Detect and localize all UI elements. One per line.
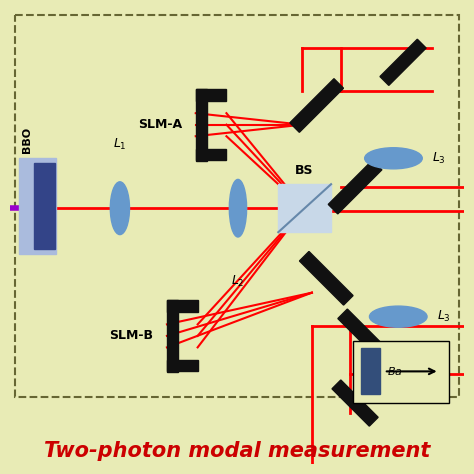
Ellipse shape — [110, 182, 129, 235]
Polygon shape — [338, 309, 392, 363]
Bar — [278, 184, 331, 232]
Polygon shape — [328, 160, 382, 214]
Text: BBO: BBO — [22, 128, 32, 154]
Bar — [196, 89, 207, 161]
Polygon shape — [300, 252, 353, 305]
Text: $L_1$: $L_1$ — [113, 137, 127, 152]
Bar — [15, 15, 459, 398]
Ellipse shape — [365, 148, 422, 169]
Bar — [19, 158, 55, 254]
Bar — [196, 149, 227, 160]
Text: Two-photon modal measurement: Two-photon modal measurement — [44, 441, 430, 461]
Polygon shape — [380, 39, 426, 85]
Text: $L_3$: $L_3$ — [437, 309, 450, 324]
Bar — [353, 341, 449, 403]
Polygon shape — [332, 380, 378, 426]
Text: $L_2$: $L_2$ — [231, 273, 245, 289]
Text: $Ba$: $Ba$ — [387, 365, 402, 377]
Ellipse shape — [369, 306, 427, 327]
Bar — [167, 301, 178, 373]
Ellipse shape — [229, 179, 246, 237]
Bar — [196, 89, 227, 100]
Bar — [34, 163, 55, 249]
Text: $L_3$: $L_3$ — [432, 151, 446, 166]
Bar — [167, 301, 198, 312]
Text: BS: BS — [295, 164, 313, 176]
Text: SLM-A: SLM-A — [138, 118, 182, 131]
Bar — [361, 348, 380, 394]
Polygon shape — [290, 79, 344, 132]
Bar — [167, 360, 198, 372]
Text: SLM-B: SLM-B — [109, 329, 154, 342]
